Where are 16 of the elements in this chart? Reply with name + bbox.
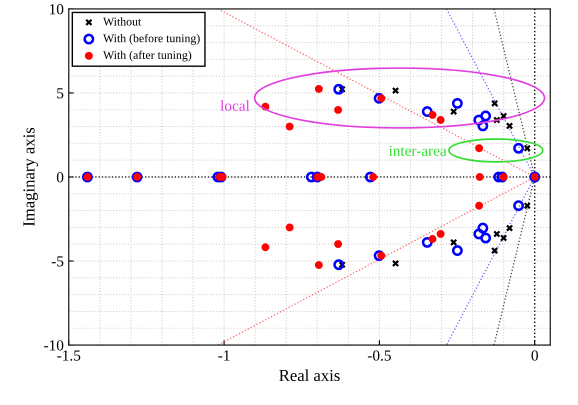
- annotation: local: [220, 100, 250, 111]
- y-tick-label: -10: [44, 340, 64, 351]
- y-axis-title: Imaginary axis: [23, 128, 38, 226]
- x-tick-label: -1: [218, 350, 230, 361]
- legend-label: With (after tuning): [103, 50, 192, 62]
- y-tick-label: 10: [50, 4, 64, 14]
- x-axis-title: Real axis: [279, 369, 340, 382]
- annotation: inter-area: [388, 146, 447, 156]
- legend-label: With (before tuning): [103, 34, 200, 45]
- legend-label: Without: [103, 17, 142, 26]
- y-tick-label: 5: [57, 88, 64, 98]
- x-tick-label: -1.5: [57, 350, 80, 361]
- x-tick-label: -0.5: [368, 350, 391, 361]
- y-tick-label: -5: [52, 256, 64, 266]
- x-tick-label: 0: [531, 350, 538, 361]
- y-tick-label: 0: [56, 172, 64, 182]
